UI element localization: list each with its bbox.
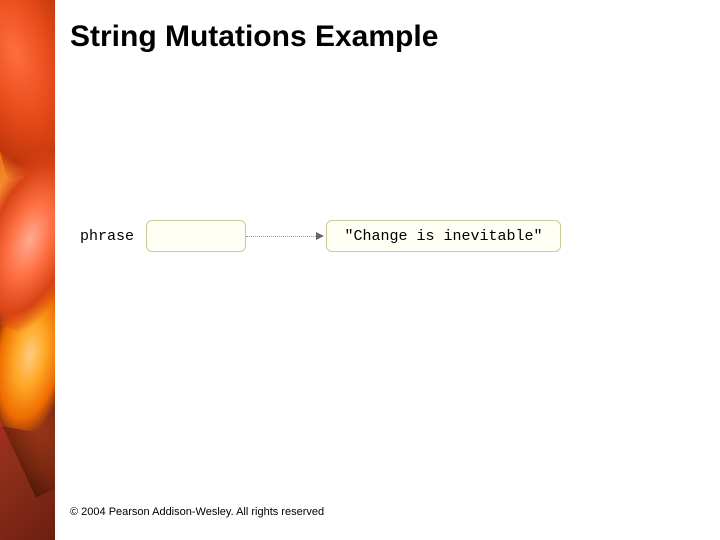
copyright-footer: © 2004 Pearson Addison-Wesley. All right… <box>70 506 324 518</box>
slide-title: String Mutations Example <box>70 20 700 54</box>
decorative-leaf-sidebar <box>0 0 55 540</box>
arrow-head-icon <box>316 232 324 240</box>
pointer-arrow <box>246 235 326 237</box>
string-value-box: "Change is inevitable" <box>326 220 561 252</box>
arrow-line <box>246 236 316 237</box>
string-value: "Change is inevitable" <box>344 228 542 245</box>
slide-content: String Mutations Example <box>70 20 700 94</box>
leaf-decoration <box>0 275 55 435</box>
variable-label: phrase <box>80 228 146 245</box>
string-diagram: phrase "Change is inevitable" <box>80 220 561 252</box>
reference-box <box>146 220 246 252</box>
